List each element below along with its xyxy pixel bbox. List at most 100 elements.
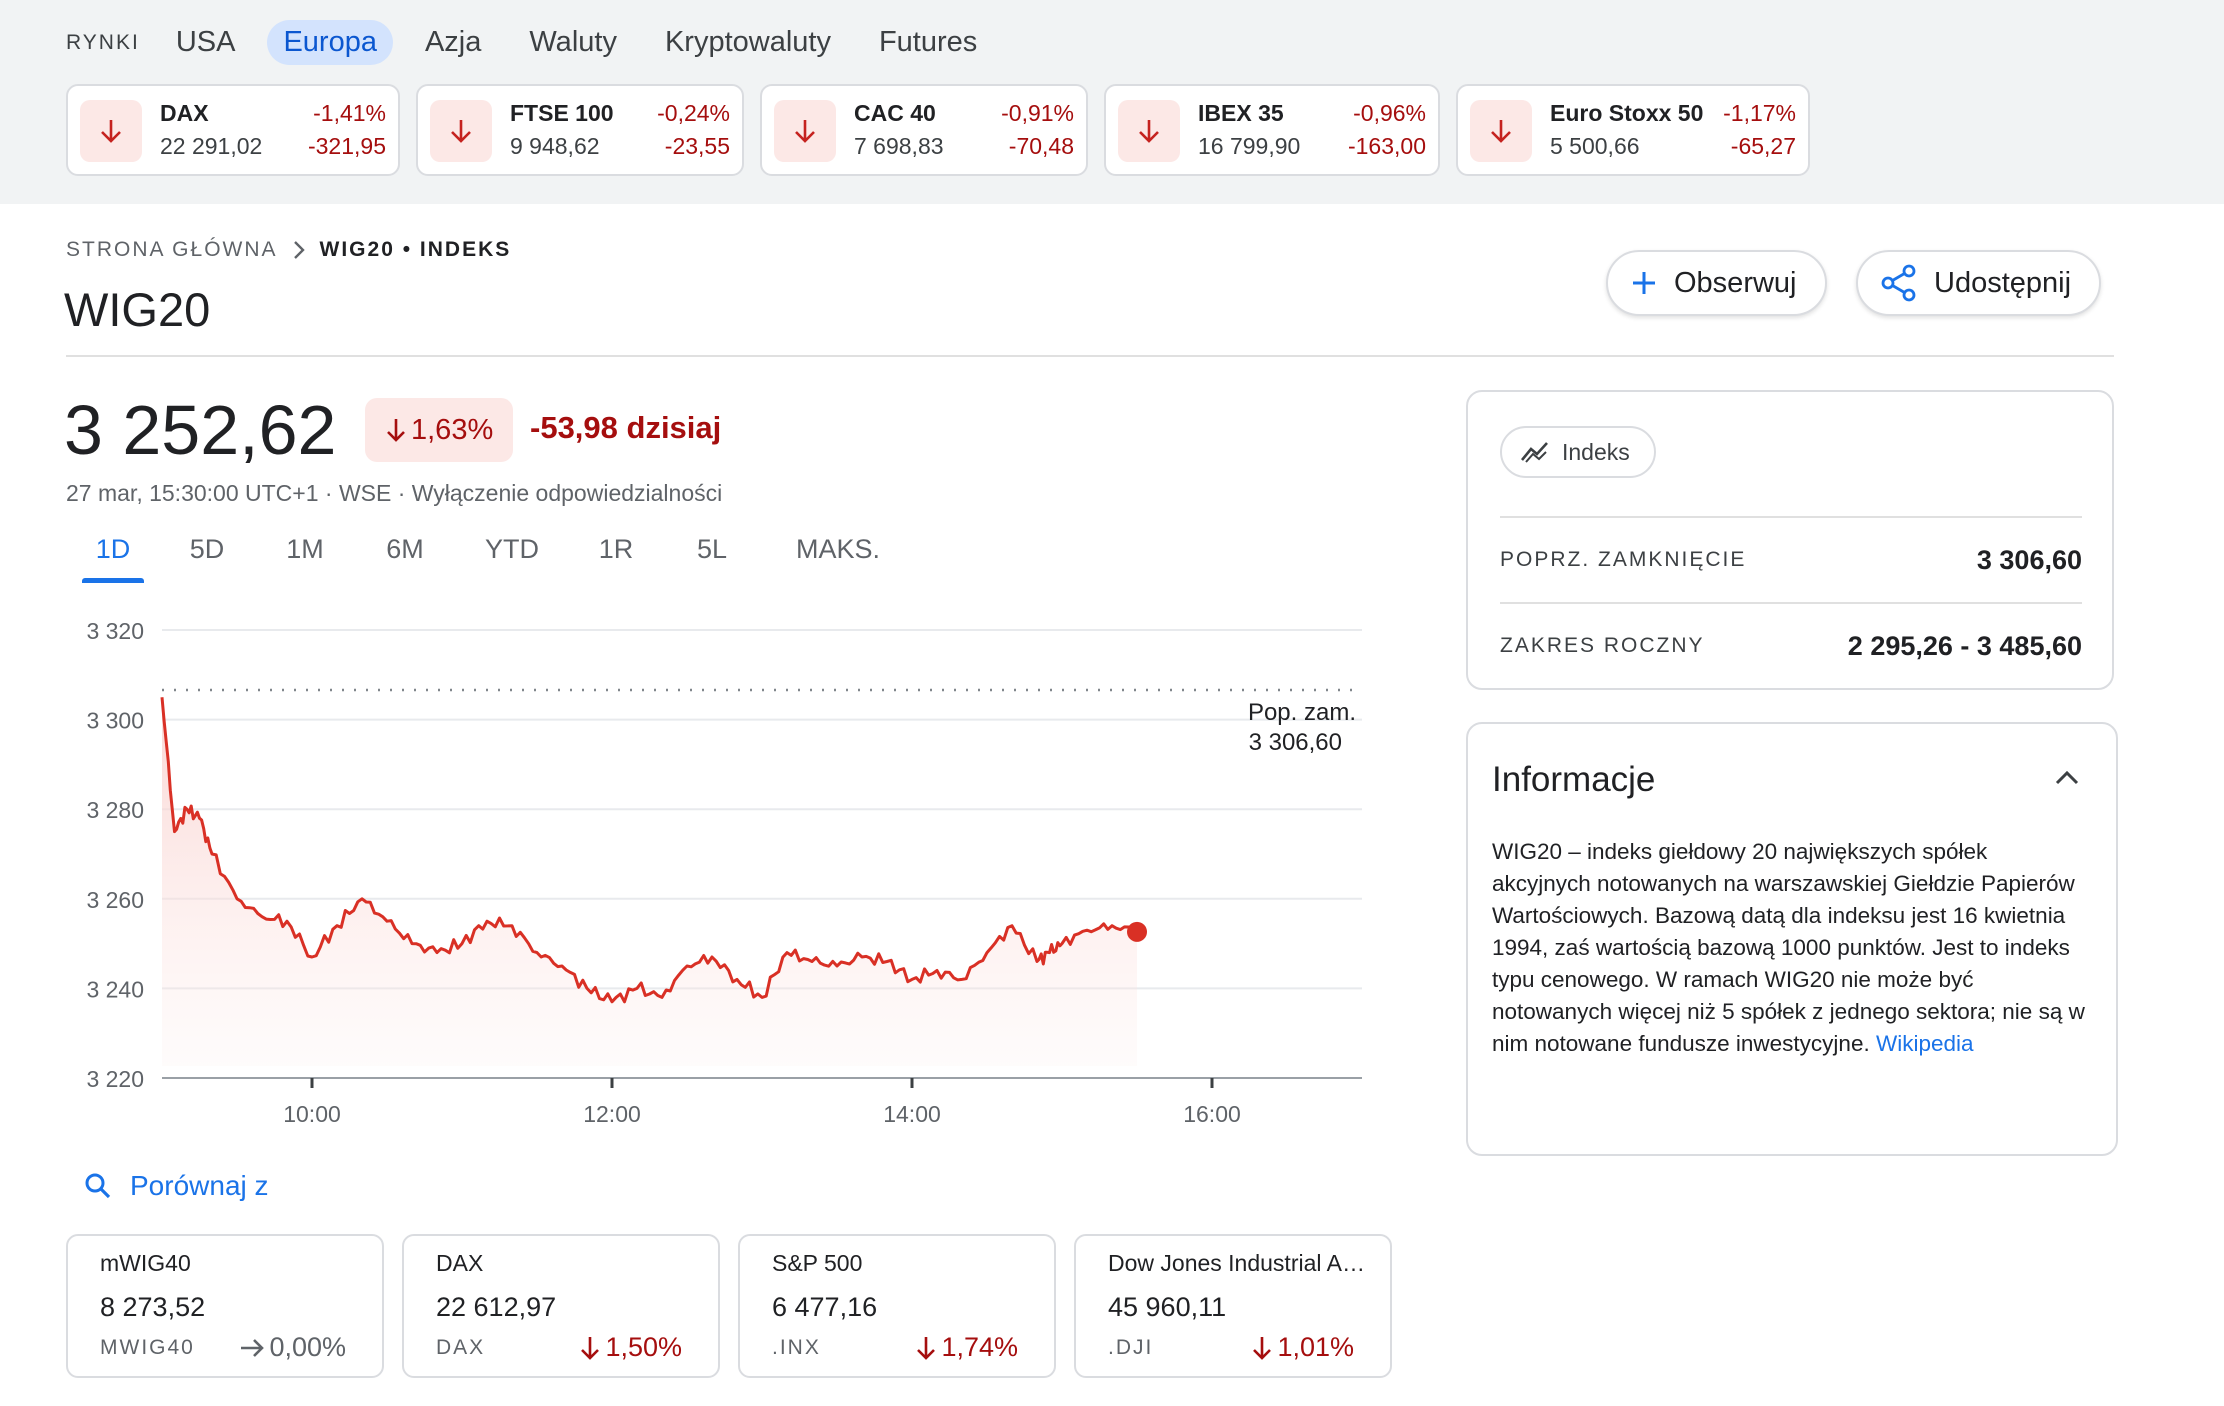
- tab-azja[interactable]: Azja: [424, 26, 482, 58]
- tab-futures[interactable]: Futures: [878, 26, 978, 58]
- range-5d[interactable]: 5D: [189, 534, 225, 564]
- ticker-change: -163,00: [1347, 133, 1426, 159]
- arrow-down-icon: [1253, 1336, 1272, 1360]
- arrow-down-icon: [917, 1336, 936, 1360]
- stat-row-prev-close: POPRZ. ZAMKNIĘCIE 3 306,60: [1500, 516, 2082, 602]
- compare-card-sp500[interactable]: S&P 500 6 477,16 .INX 1,74%: [738, 1234, 1056, 1378]
- chevron-up-icon[interactable]: [2054, 768, 2080, 786]
- card-symbol: .DJI: [1108, 1336, 1154, 1359]
- index-chip[interactable]: Indeks: [1500, 426, 1656, 478]
- price-line: [160, 697, 1139, 1004]
- x-tick-label: 14:00: [883, 1101, 941, 1127]
- ticker-card-ftse[interactable]: FTSE 100 9 948,62 -0,24% -23,55: [416, 84, 744, 176]
- card-pct-value: 1,50%: [605, 1332, 682, 1362]
- range-ytd[interactable]: YTD: [485, 534, 539, 564]
- card-symbol: DAX: [436, 1336, 486, 1359]
- range-tabs: 1D 5D 1M 6M YTD 1R 5L MAKS.: [82, 534, 886, 583]
- compare-card-dax[interactable]: DAX 22 612,97 DAX 1,50%: [402, 1234, 720, 1378]
- follow-label: Obserwuj: [1674, 266, 1797, 299]
- compare-button[interactable]: Porównaj z: [84, 1170, 269, 1202]
- arrow-down-icon: [430, 100, 492, 162]
- arrow-down-icon: [80, 100, 142, 162]
- ticker-card-ibex[interactable]: IBEX 35 16 799,90 -0,96% -163,00: [1104, 84, 1440, 176]
- ticker-price: 7 698,83: [854, 133, 944, 159]
- tab-usa[interactable]: USA: [175, 26, 236, 58]
- ticker-name: CAC 40: [854, 100, 936, 126]
- range-6m[interactable]: 6M: [386, 534, 424, 564]
- change-pct: 1,63%: [411, 413, 494, 446]
- share-label: Udostępnij: [1934, 266, 2072, 299]
- current-price-dot: [1127, 921, 1147, 942]
- ticker-card-dax[interactable]: DAX 22 291,02 -1,41% -321,95: [66, 84, 400, 176]
- card-name: DAX: [436, 1250, 484, 1276]
- ticker-pct: -0,96%: [1353, 100, 1426, 126]
- range-1d[interactable]: 1D: [82, 534, 144, 583]
- card-symbol: .INX: [772, 1336, 821, 1359]
- arrow-down-icon: [774, 100, 836, 162]
- y-tick-label: 3 280: [86, 797, 144, 823]
- ticker-price: 16 799,90: [1198, 133, 1301, 159]
- ticker-card-cac[interactable]: CAC 40 7 698,83 -0,91% -70,48: [760, 84, 1088, 176]
- index-chip-label: Indeks: [1562, 438, 1630, 465]
- range-1r[interactable]: 1R: [598, 534, 634, 564]
- card-pct: 1,74%: [915, 1332, 1018, 1363]
- header-divider: [66, 355, 2114, 357]
- plus-icon: [1630, 269, 1658, 297]
- follow-button[interactable]: Obserwuj: [1606, 250, 1827, 316]
- wikipedia-link[interactable]: Wikipedia: [1875, 1031, 1974, 1056]
- previous-close-label: Pop. zam.: [1248, 699, 1356, 726]
- ticker-price: 9 948,62: [510, 133, 600, 159]
- stat-label: POPRZ. ZAMKNIĘCIE: [1500, 548, 1747, 571]
- y-tick-label: 3 320: [86, 618, 144, 644]
- range-1m[interactable]: 1M: [286, 534, 324, 564]
- tab-kryptowaluty[interactable]: Kryptowaluty: [664, 26, 831, 58]
- stat-value: 2 295,26 - 3 485,60: [1847, 630, 2082, 661]
- ticker-change: -70,48: [1008, 133, 1074, 159]
- tab-europa[interactable]: Europa: [267, 20, 393, 65]
- quote-timestamp[interactable]: 27 mar, 15:30:00 UTC+1 · WSE · Wyłączeni…: [66, 480, 723, 506]
- arrow-down-icon: [387, 419, 405, 442]
- compare-card-dji[interactable]: Dow Jones Industrial A… 45 960,11 .DJI 1…: [1074, 1234, 1392, 1378]
- range-max[interactable]: MAKS.: [795, 534, 881, 564]
- card-name: Dow Jones Industrial A…: [1108, 1250, 1365, 1276]
- markets-bar: RYNKI USA Europa Azja Waluty Kryptowalut…: [0, 0, 2224, 204]
- page-title: WIG20: [64, 283, 211, 336]
- ticker-pct: -1,41%: [313, 100, 386, 126]
- current-price: 3 252,62: [64, 391, 337, 469]
- card-pct: 1,01%: [1251, 1332, 1354, 1363]
- chevron-right-icon: [292, 239, 306, 261]
- ticker-card-eurostoxx[interactable]: Euro Stoxx 50 5 500,66 -1,17% -65,27: [1456, 84, 1810, 176]
- x-tick-label: 12:00: [583, 1101, 641, 1127]
- ticker-name: Euro Stoxx 50: [1550, 100, 1704, 126]
- card-pct-value: 1,74%: [941, 1332, 1018, 1362]
- card-price: 45 960,11: [1108, 1292, 1227, 1322]
- arrow-down-icon: [581, 1336, 600, 1360]
- card-price: 6 477,16: [772, 1292, 878, 1322]
- ticker-price: 5 500,66: [1550, 133, 1640, 159]
- breadcrumb-home[interactable]: STRONA GŁÓWNA: [66, 238, 278, 261]
- change-pct-badge: 1,63%: [365, 398, 514, 462]
- compare-cards: mWIG40 8 273,52 MWIG40 0,00% DAX 22 612,…: [66, 1234, 1410, 1378]
- arrow-down-icon: [1470, 100, 1532, 162]
- y-tick-label: 3 300: [86, 708, 144, 734]
- ticker-pct: -1,17%: [1723, 100, 1796, 126]
- card-name: S&P 500: [772, 1250, 863, 1276]
- ticker-price: 22 291,02: [160, 133, 263, 159]
- x-tick-label: 16:00: [1183, 1101, 1241, 1127]
- ticker-pct: -0,91%: [1001, 100, 1074, 126]
- change-today: -53,98 dzisiaj: [530, 410, 722, 445]
- range-5l[interactable]: 5L: [696, 534, 728, 564]
- ticker-name: DAX: [160, 100, 209, 126]
- price-chart-svg: 3 220 3 240 3 260 3 280 3 300 3 320 10:00 12:00…: [86, 618, 1362, 1127]
- price-chart[interactable]: 3 220 3 240 3 260 3 280 3 300 3 320 10:00 12:00…: [0, 600, 1400, 1140]
- compare-card-mwig40[interactable]: mWIG40 8 273,52 MWIG40 0,00%: [66, 1234, 384, 1378]
- card-symbol: MWIG40: [100, 1336, 195, 1359]
- tab-waluty[interactable]: Waluty: [529, 26, 617, 58]
- card-pct: 0,00%: [239, 1332, 346, 1363]
- info-title: Informacje: [1492, 760, 1656, 799]
- compare-label: Porównaj z: [130, 1170, 269, 1201]
- share-button[interactable]: Udostępnij: [1856, 250, 2102, 316]
- ticker-change: -321,95: [307, 133, 386, 159]
- ticker-change: -65,27: [1730, 133, 1796, 159]
- info-description: WIG20 – indeks giełdowy 20 największych …: [1492, 836, 2092, 1060]
